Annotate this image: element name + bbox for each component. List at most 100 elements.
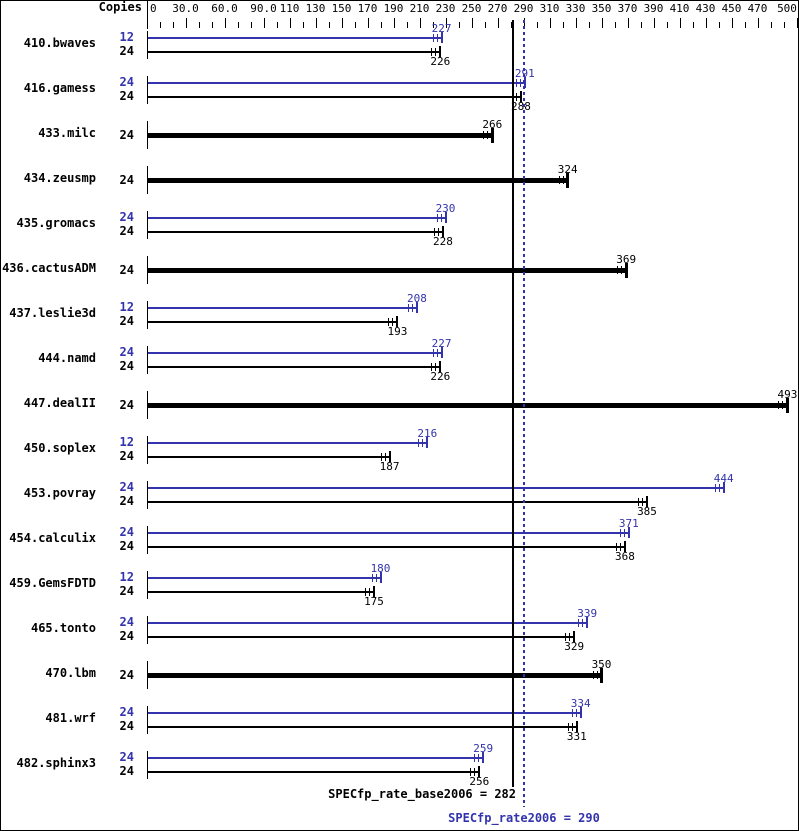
bar-run-tick xyxy=(483,131,485,139)
axis-minor-tick xyxy=(432,22,434,28)
axis-minor-tick xyxy=(354,22,356,28)
copies-label: 24 xyxy=(119,172,134,187)
bar-value-label: 329 xyxy=(564,639,585,653)
bar-value-label: 339 xyxy=(577,606,598,620)
bar-run-tick xyxy=(432,33,434,42)
axis-stub xyxy=(147,256,148,284)
benchmark-label: 447.dealII xyxy=(23,396,96,410)
base-mean-line xyxy=(512,20,515,787)
bar-value-label: 227 xyxy=(431,21,452,35)
axis-major-tick xyxy=(289,18,291,28)
axis-stub xyxy=(147,391,148,419)
bar-run-tick xyxy=(411,303,413,312)
axis-minor-tick xyxy=(666,22,668,28)
axis-stub xyxy=(147,211,148,239)
peak-mean-line xyxy=(522,20,525,807)
bar-run-tick xyxy=(365,587,366,596)
axis-major-tick xyxy=(315,18,317,28)
bar-run-tick xyxy=(440,213,442,222)
bar-base xyxy=(148,500,647,503)
bar-base xyxy=(148,230,443,233)
bar-peak xyxy=(148,81,525,84)
axis-minor-tick xyxy=(640,22,642,28)
bar-run-tick xyxy=(431,47,433,56)
bar-end-terminator xyxy=(440,347,443,358)
benchmark-label: 470.lbm xyxy=(45,666,96,680)
bar-value-label: 324 xyxy=(557,162,578,176)
bar-run-tick xyxy=(422,438,424,447)
bar-run-tick xyxy=(642,497,643,506)
bar-base xyxy=(148,725,577,728)
axis-minor-tick xyxy=(198,22,200,28)
bar-base xyxy=(148,635,575,638)
copies-label: 24 xyxy=(119,494,134,508)
axis-tick-label: 130 xyxy=(305,2,326,15)
bar-value-label: 385 xyxy=(637,504,657,518)
axis-tick-label: 470 xyxy=(747,2,768,15)
bar-run-tick xyxy=(558,176,560,184)
bar-value-label: 259 xyxy=(473,741,494,755)
axis-minor-tick xyxy=(692,22,694,28)
bar-base xyxy=(148,50,441,53)
axis-minor-tick xyxy=(159,22,161,28)
bar-peak xyxy=(148,216,446,219)
axis-major-tick xyxy=(445,18,447,28)
axis-tick-label: 370 xyxy=(617,2,638,15)
bar-run-tick xyxy=(596,671,598,679)
copies-label: 24 xyxy=(119,345,134,359)
copies-label: 24 xyxy=(119,262,134,277)
copies-label: 24 xyxy=(119,584,134,598)
bar-run-tick xyxy=(418,438,420,447)
bar-peak xyxy=(148,351,442,354)
bar-run-tick xyxy=(435,362,437,371)
axis-minor-tick xyxy=(406,22,408,28)
bar-peak xyxy=(148,441,428,444)
benchmark-label: 444.namd xyxy=(38,351,96,365)
bar-base xyxy=(148,545,625,548)
axis-minor-tick xyxy=(172,22,174,28)
axis-stub xyxy=(147,751,148,779)
axis-stub xyxy=(147,571,148,599)
bar-run-tick xyxy=(478,753,480,762)
bar-end-terminator xyxy=(441,226,444,237)
axis-major-tick xyxy=(653,18,655,28)
bar-end-terminator xyxy=(415,302,418,313)
axis-minor-tick xyxy=(510,22,512,28)
axis-tick-label: 210 xyxy=(409,2,430,15)
bar-run-tick xyxy=(431,362,433,371)
axis-major-tick xyxy=(679,18,681,28)
axis-minor-tick xyxy=(211,22,213,28)
bar-peak xyxy=(148,486,724,489)
bar-base xyxy=(148,365,441,368)
benchmark-label: 435.gromacs xyxy=(16,216,96,230)
bar-end-terminator xyxy=(623,541,626,552)
bar-base xyxy=(148,590,374,593)
axis-minor-tick xyxy=(536,22,538,28)
bar-value-label: 493 xyxy=(777,387,798,401)
bar-value-label: 227 xyxy=(431,336,452,350)
axis-minor-tick xyxy=(458,22,460,28)
axis-major-tick xyxy=(263,18,265,28)
bar-end-terminator xyxy=(586,617,589,628)
axis-minor-tick xyxy=(302,22,304,28)
bar-run-tick xyxy=(569,632,571,641)
bar-base xyxy=(148,672,602,678)
axis-major-tick xyxy=(601,18,603,28)
axis-stub xyxy=(147,481,148,509)
bar-end-terminator xyxy=(396,316,399,327)
bar-peak xyxy=(148,531,629,534)
bar-value-label: 175 xyxy=(364,594,384,608)
copies-label: 24 xyxy=(119,629,134,643)
axis-minor-tick xyxy=(718,22,720,28)
bar-base xyxy=(148,402,788,408)
copies-label: 24 xyxy=(119,615,134,629)
bar-value-label: 350 xyxy=(591,657,612,671)
bar-end-terminator xyxy=(439,46,442,57)
axis-major-tick xyxy=(419,18,421,28)
bar-run-tick xyxy=(567,722,569,731)
bar-value-label: 216 xyxy=(417,426,438,440)
copies-label: 12 xyxy=(119,435,134,449)
bar-base xyxy=(148,95,521,98)
bar-value-label: 444 xyxy=(713,471,734,485)
bar-end-terminator xyxy=(600,667,603,683)
